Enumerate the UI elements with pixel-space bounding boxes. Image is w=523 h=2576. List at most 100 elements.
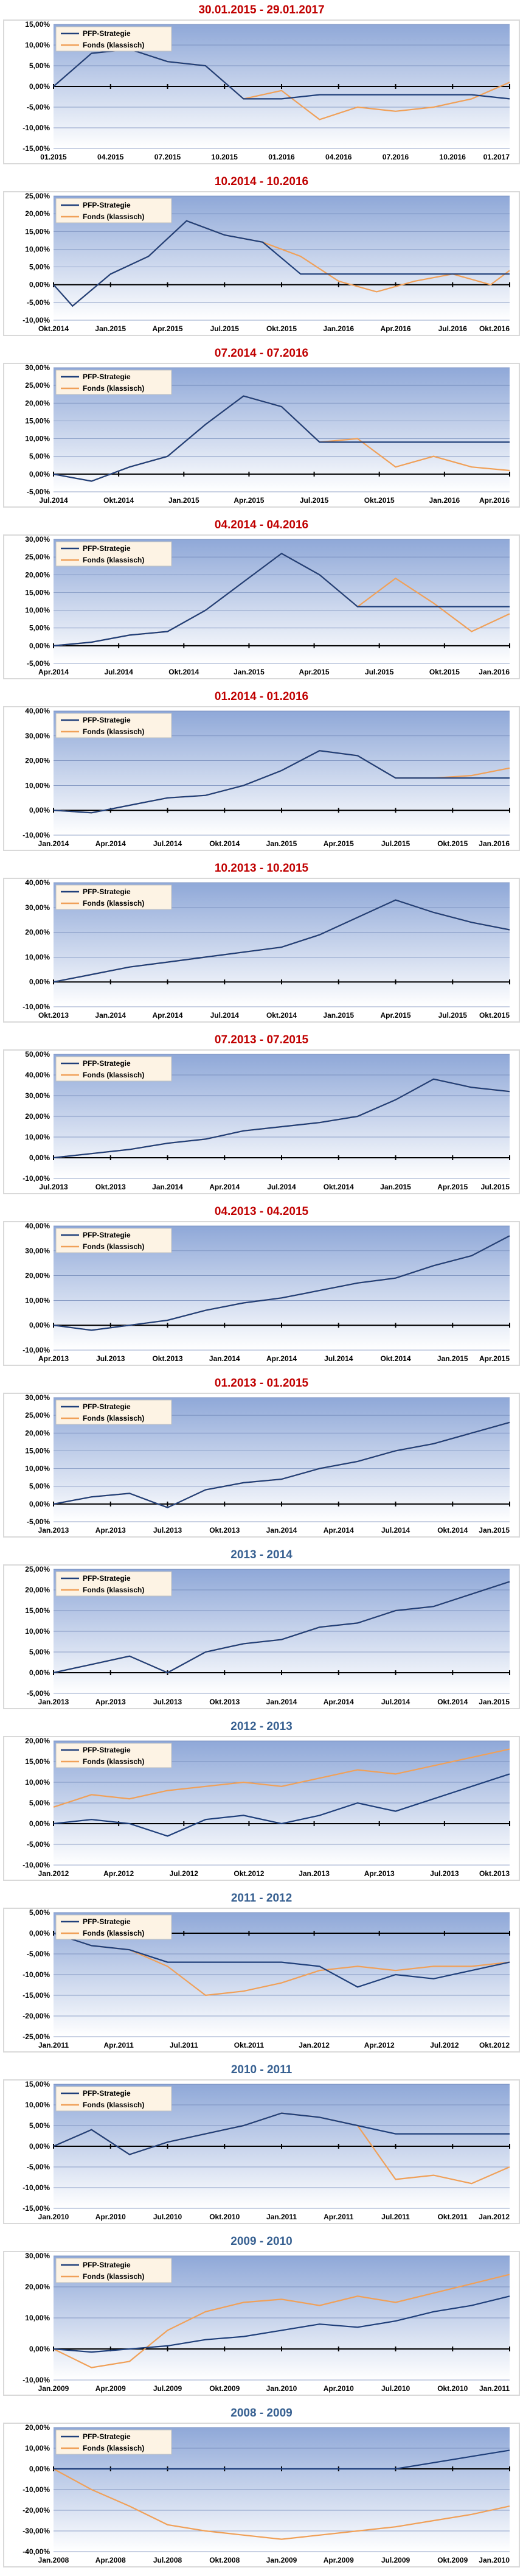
x-tick-label: Jul.2015 xyxy=(381,839,410,848)
y-tick-label: -10,00% xyxy=(23,2485,50,2494)
x-tick-label: Jul.2009 xyxy=(153,2384,182,2393)
x-tick-label: Jul.2015 xyxy=(210,324,240,333)
legend: PFP-Strategie Fonds (klassisch) xyxy=(55,2086,172,2112)
x-tick-label: Jan.2014 xyxy=(95,1011,126,1020)
chart-title: 01.2014 - 01.2016 xyxy=(214,690,309,703)
chart-panel: 2009 - 2010 30,00% 20,00% 10,00% 0,00% -10,00… xyxy=(0,2231,523,2403)
legend-label-fund: Fonds (klassisch) xyxy=(83,2272,144,2281)
chart-panel: 30.01.2015 - 29.01.2017 15,00% 10,00% 5,00%… xyxy=(0,0,523,172)
chart-panel: 10.2014 - 10.2016 25,00% 20,00% 15,00% 10,00… xyxy=(0,172,523,343)
legend-label-fund: Fonds (klassisch) xyxy=(83,899,144,908)
chart-panel: 07.2014 - 07.2016 30,00% 25,00% 20,00% 15,00… xyxy=(0,343,523,515)
legend: PFP-Strategie Fonds (klassisch) xyxy=(55,713,172,738)
x-tick-label: Okt.2014 xyxy=(38,324,69,333)
legend-label-strategy: PFP-Strategie xyxy=(83,1231,131,1239)
y-tick-label: 30,00% xyxy=(25,903,50,912)
legend-label-fund: Fonds (klassisch) xyxy=(83,2101,144,2109)
x-tick-label: Jan.2010 xyxy=(479,2556,510,2564)
x-tick-label: Jan.2012 xyxy=(479,2213,510,2221)
x-tick-label: Jan.2015 xyxy=(234,668,265,676)
legend: PFP-Strategie Fonds (klassisch) xyxy=(55,1914,172,1940)
y-tick-label: -10,00% xyxy=(23,1003,50,1011)
y-tick-label: 20,00% xyxy=(25,1272,50,1280)
x-tick-label: Apr.2015 xyxy=(324,839,354,848)
x-tick-label: Apr.2015 xyxy=(152,324,182,333)
y-tick-label: 10,00% xyxy=(25,2314,50,2322)
y-tick-label: 10,00% xyxy=(25,41,50,49)
x-tick-label: 10.2015 xyxy=(212,153,238,161)
legend-label-fund: Fonds (klassisch) xyxy=(83,1586,144,1594)
y-tick-label: -5,00% xyxy=(27,2163,50,2171)
chart-panel: 2013 - 2014 25,00% 20,00% 15,00% 10,00% 5,00%… xyxy=(0,1545,523,1717)
legend-box xyxy=(55,1571,172,1597)
x-tick-label: Okt.2013 xyxy=(479,1869,510,1878)
x-tick-label: Jan.2014 xyxy=(152,1183,183,1191)
x-tick-label: Apr.2008 xyxy=(95,2556,126,2564)
x-tick-label: 07.2015 xyxy=(154,153,181,161)
x-tick-label: Apr.2015 xyxy=(299,668,330,676)
legend-label-strategy: PFP-Strategie xyxy=(83,373,131,381)
x-tick-label: Okt.2010 xyxy=(437,2384,468,2393)
y-tick-label: 5,00% xyxy=(29,1908,50,1917)
series-line-fund xyxy=(53,2273,510,2368)
x-tick-label: Apr.2012 xyxy=(364,2041,395,2049)
x-tick-label: Okt.2013 xyxy=(209,1698,240,1706)
x-tick-label: Jan.2010 xyxy=(38,2213,69,2221)
chart-title: 10.2013 - 10.2015 xyxy=(214,862,309,875)
chart-svg: 30,00% 25,00% 20,00% 15,00% 10,00% 5,00% 0,00%… xyxy=(3,363,520,508)
x-tick-label: Okt.2014 xyxy=(103,496,134,505)
y-tick-label: 25,00% xyxy=(25,553,50,561)
x-tick-label: Jul.2015 xyxy=(365,668,394,676)
legend-label-fund: Fonds (klassisch) xyxy=(83,1414,144,1423)
x-tick-label: Apr.2016 xyxy=(479,496,510,505)
chart-svg: 15,00% 10,00% 5,00% 0,00% -5,00% -10,00% -15,0… xyxy=(3,2079,520,2224)
legend-label-strategy: PFP-Strategie xyxy=(83,2432,131,2441)
legend-label-fund: Fonds (klassisch) xyxy=(83,556,144,564)
y-tick-label: -10,00% xyxy=(23,124,50,132)
y-tick-label: 15,00% xyxy=(25,1757,50,1766)
legend-box xyxy=(55,884,172,910)
chart-title: 01.2013 - 01.2015 xyxy=(214,1377,309,1390)
y-tick-label: 0,00% xyxy=(29,1668,50,1677)
series-line-strategy xyxy=(53,552,510,646)
x-tick-label: Apr.2014 xyxy=(95,839,126,848)
x-tick-label: Okt.2016 xyxy=(479,324,510,333)
x-tick-label: Apr.2011 xyxy=(103,2041,134,2049)
y-tick-label: 5,00% xyxy=(29,1482,50,1491)
x-tick-label: 01.2017 xyxy=(483,153,510,161)
y-tick-label: 25,00% xyxy=(25,1411,50,1419)
x-tick-label: Okt.2009 xyxy=(209,2384,240,2393)
y-tick-label: 10,00% xyxy=(25,2444,50,2452)
x-tick-label: Jul.2015 xyxy=(300,496,329,505)
legend-label-strategy: PFP-Strategie xyxy=(83,1917,131,1926)
x-tick-label: Jul.2012 xyxy=(430,2041,459,2049)
x-tick-label: Apr.2009 xyxy=(95,2384,126,2393)
x-tick-label: Jan.2015 xyxy=(323,1011,354,1020)
y-tick-label: 30,00% xyxy=(25,535,50,544)
x-tick-label: 04.2015 xyxy=(97,153,124,161)
chart-panel: 07.2013 - 07.2015 50,00% 40,00% 30,00% 20,00… xyxy=(0,1030,523,1202)
series-line-strategy xyxy=(53,1235,510,1331)
legend-label-strategy: PFP-Strategie xyxy=(83,201,131,209)
x-tick-label: Jan.2015 xyxy=(168,496,199,505)
x-tick-label: Okt.2015 xyxy=(364,496,395,505)
chart-svg: 5,00% 0,00% -5,00% -10,00% -15,00% -20,00% -25… xyxy=(3,1908,520,2053)
chart-svg: 40,00%30,00%20,00%10,00%0,00%-10,00%Okt.… xyxy=(3,878,520,1023)
y-tick-label: 20,00% xyxy=(25,1112,50,1121)
series-line-strategy xyxy=(53,395,510,482)
y-tick-label: -40,00% xyxy=(23,2547,50,2556)
x-tick-label: Apr.2013 xyxy=(95,1698,126,1706)
legend-label-strategy: PFP-Strategie xyxy=(83,1746,131,1754)
x-tick-label: Jan.2014 xyxy=(209,1354,240,1363)
x-tick-label: Jul.2010 xyxy=(153,2213,182,2221)
y-tick-label: 40,00% xyxy=(25,707,50,715)
x-tick-label: Jan.2014 xyxy=(266,1698,297,1706)
x-tick-label: Jan.2008 xyxy=(38,2556,69,2564)
legend-box xyxy=(55,541,172,567)
y-tick-label: -5,00% xyxy=(27,103,50,111)
x-tick-label: Jan.2012 xyxy=(299,2041,330,2049)
y-tick-label: -30,00% xyxy=(23,2527,50,2535)
y-tick-label: -5,00% xyxy=(27,1950,50,1958)
legend-label-strategy: PFP-Strategie xyxy=(83,2089,131,2098)
y-tick-label: 10,00% xyxy=(25,1627,50,1636)
